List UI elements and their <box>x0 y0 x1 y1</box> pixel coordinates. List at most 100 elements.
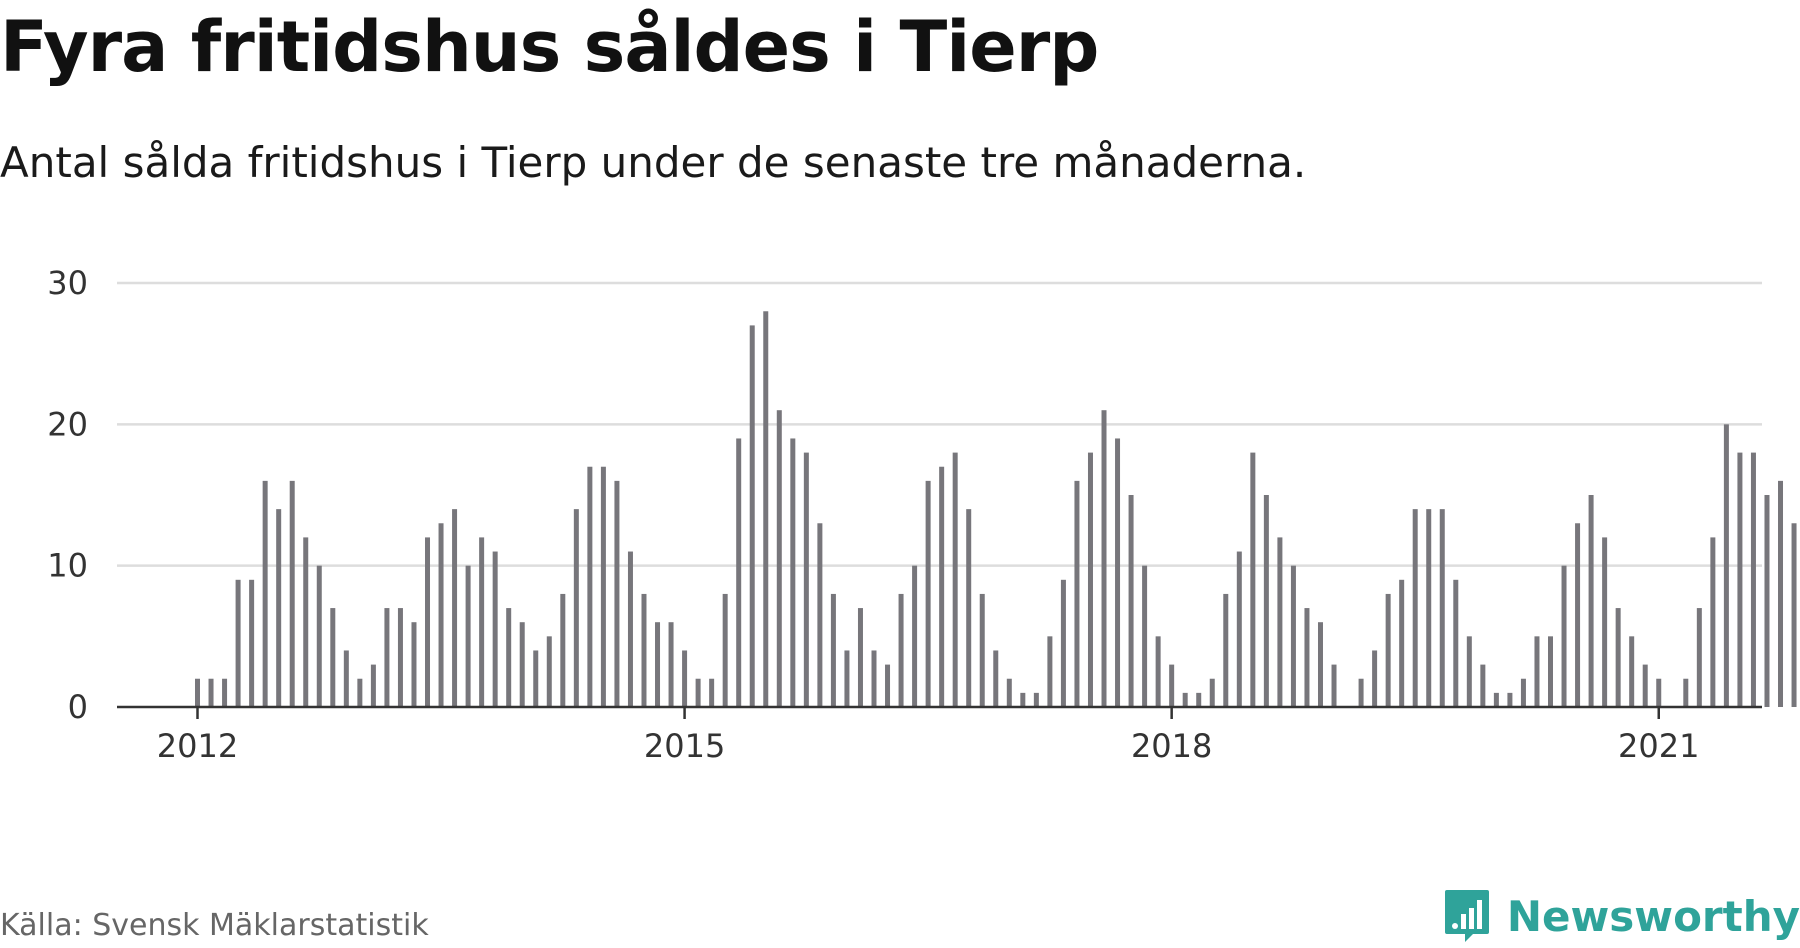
bar <box>1399 579 1405 707</box>
bar <box>1020 692 1026 707</box>
bar <box>1764 495 1770 707</box>
bar <box>790 438 796 707</box>
bar <box>397 608 403 707</box>
bar <box>573 509 579 707</box>
x-tick-label: 2018 <box>1131 727 1212 765</box>
bar <box>492 551 498 707</box>
bar <box>411 622 417 707</box>
bar <box>641 593 647 707</box>
bar <box>370 664 376 707</box>
source-note: Källa: Svensk Mäklarstatistik <box>0 908 429 943</box>
x-tick-label: 2021 <box>1618 727 1699 765</box>
bar <box>1534 636 1540 707</box>
bar <box>1033 692 1039 707</box>
y-tick-label: 0 <box>68 688 88 726</box>
bar <box>208 678 214 707</box>
bar <box>438 523 444 707</box>
bar <box>1750 452 1756 707</box>
bar <box>912 565 918 707</box>
bar <box>1466 636 1472 707</box>
bar <box>289 480 295 707</box>
bar <box>1507 692 1513 707</box>
bar <box>1385 593 1391 707</box>
bar <box>222 678 228 707</box>
bar <box>776 410 782 707</box>
bar <box>1575 523 1581 707</box>
bar <box>979 593 985 707</box>
bar <box>1209 678 1215 707</box>
bar <box>546 636 552 707</box>
bar <box>1656 678 1662 707</box>
bar <box>1710 537 1716 707</box>
bar <box>425 537 431 707</box>
bar <box>316 565 322 707</box>
bar <box>1629 636 1635 707</box>
x-tick-label: 2015 <box>644 727 725 765</box>
bar <box>1778 480 1784 707</box>
bar <box>830 593 836 707</box>
bar <box>1317 622 1323 707</box>
bar <box>844 650 850 707</box>
bar <box>1101 410 1107 707</box>
bar <box>614 480 620 707</box>
bar <box>1169 664 1175 707</box>
chart-title: Fyra fritidshus såldes i Tierp <box>0 6 1099 88</box>
bar <box>330 608 336 707</box>
bar <box>1006 678 1012 707</box>
bar <box>1236 551 1242 707</box>
bar <box>1263 495 1269 707</box>
bar <box>1615 608 1621 707</box>
bar <box>519 622 525 707</box>
brand: Newsworthy <box>1443 888 1800 944</box>
chart-subtitle: Antal sålda fritidshus i Tierp under de … <box>0 138 1307 187</box>
bar <box>1182 692 1188 707</box>
bar <box>722 593 728 707</box>
brand-name: Newsworthy <box>1506 891 1800 941</box>
bar <box>1696 608 1702 707</box>
bar <box>533 650 539 707</box>
bar <box>384 608 390 707</box>
bar <box>357 678 363 707</box>
bar <box>627 551 633 707</box>
bar <box>1372 650 1378 707</box>
bar <box>1548 636 1553 707</box>
bar <box>952 452 958 707</box>
bar <box>1277 537 1283 707</box>
bar <box>1060 579 1066 707</box>
bar <box>925 480 931 707</box>
bar <box>506 608 512 707</box>
bar <box>857 608 863 707</box>
bar <box>249 579 255 707</box>
y-tick-label: 10 <box>47 547 88 585</box>
bar <box>668 622 674 707</box>
bar <box>1480 664 1486 707</box>
bar <box>1223 593 1229 707</box>
bar <box>709 678 715 707</box>
bar <box>1453 579 1459 707</box>
bars <box>195 311 1797 707</box>
bar <box>1142 565 1148 707</box>
bar <box>695 678 701 707</box>
y-axis-labels: 0 10 20 30 <box>47 264 88 726</box>
bar <box>1128 495 1134 707</box>
x-axis-ticks: 20122015201820212023 <box>157 707 1699 765</box>
bar <box>262 480 268 707</box>
bar <box>600 466 606 707</box>
bar <box>1047 636 1053 707</box>
bar <box>993 650 999 707</box>
bar <box>1737 452 1743 707</box>
bar <box>1196 692 1202 707</box>
y-tick-label: 20 <box>47 405 88 443</box>
bar <box>560 593 566 707</box>
bar <box>1520 678 1526 707</box>
bar <box>1439 509 1445 707</box>
bar <box>1115 438 1121 707</box>
bar <box>1791 523 1797 707</box>
bar <box>479 537 485 707</box>
bar <box>1155 636 1161 707</box>
bar <box>1683 678 1689 707</box>
bar <box>1304 608 1310 707</box>
bar <box>1412 509 1418 707</box>
x-tick-label: 2012 <box>157 727 238 765</box>
